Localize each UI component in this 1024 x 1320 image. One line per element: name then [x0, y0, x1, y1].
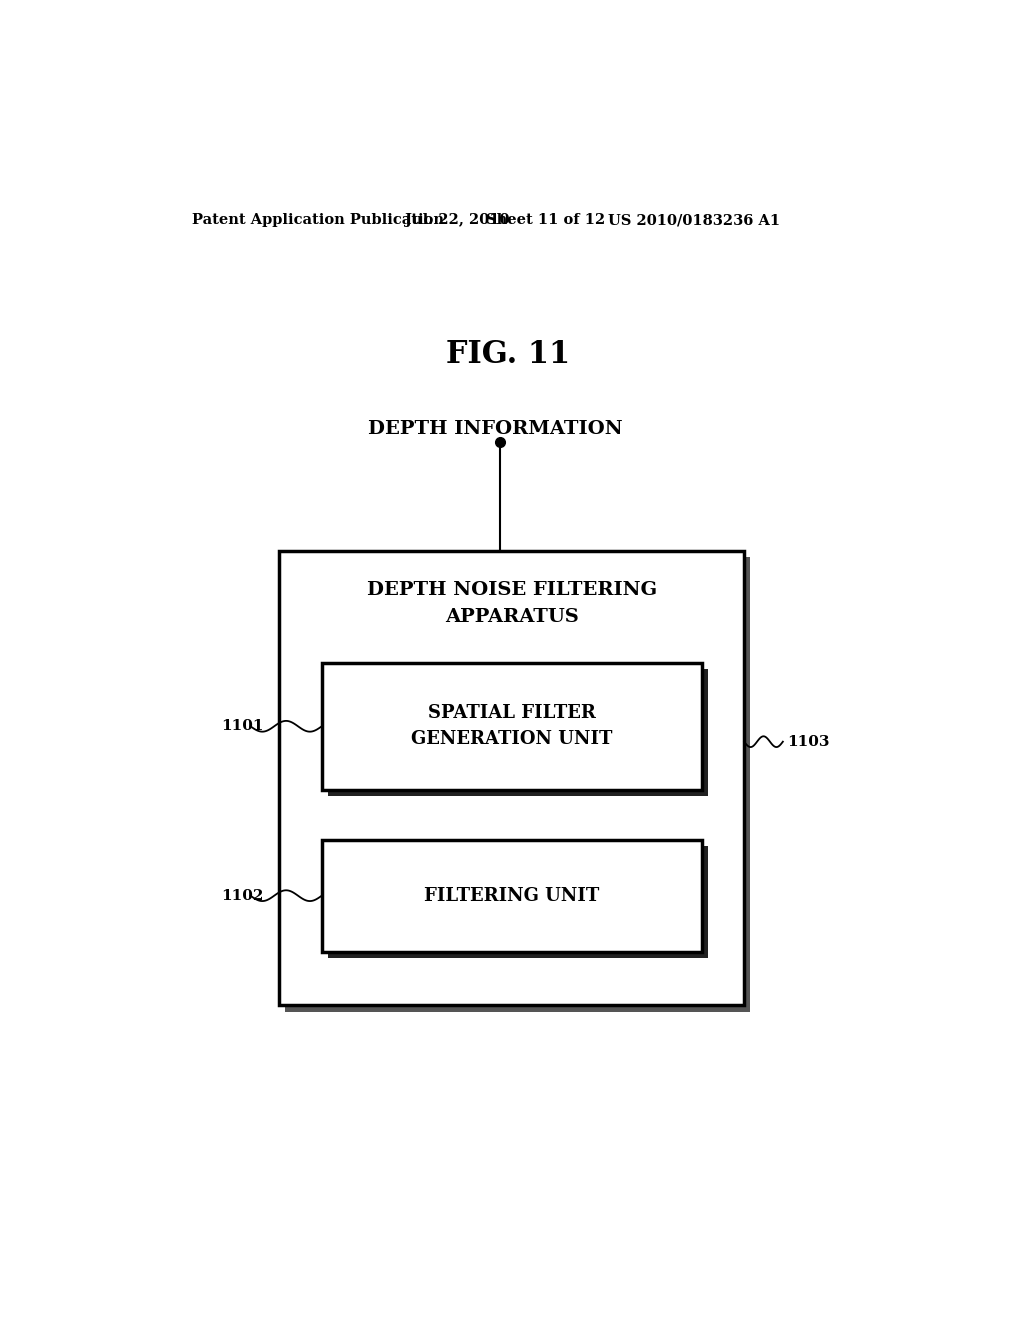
Text: Jul. 22, 2010: Jul. 22, 2010 — [406, 213, 510, 227]
Bar — [286, 557, 751, 1011]
Text: FIG. 11: FIG. 11 — [445, 339, 569, 370]
Text: SPATIAL FILTER
GENERATION UNIT: SPATIAL FILTER GENERATION UNIT — [411, 704, 612, 748]
Bar — [328, 846, 708, 958]
Bar — [322, 840, 701, 952]
Text: FILTERING UNIT: FILTERING UNIT — [424, 887, 599, 904]
Text: DEPTH NOISE FILTERING
APPARATUS: DEPTH NOISE FILTERING APPARATUS — [367, 581, 656, 626]
Text: 1103: 1103 — [786, 735, 829, 748]
Bar — [328, 669, 708, 796]
Text: US 2010/0183236 A1: US 2010/0183236 A1 — [608, 213, 780, 227]
Text: 1101: 1101 — [221, 719, 263, 734]
Bar — [280, 552, 744, 1006]
Text: DEPTH INFORMATION: DEPTH INFORMATION — [369, 421, 623, 438]
Text: Sheet 11 of 12: Sheet 11 of 12 — [486, 213, 605, 227]
Text: 1102: 1102 — [221, 888, 263, 903]
Text: Patent Application Publication: Patent Application Publication — [191, 213, 443, 227]
Bar — [322, 663, 701, 789]
